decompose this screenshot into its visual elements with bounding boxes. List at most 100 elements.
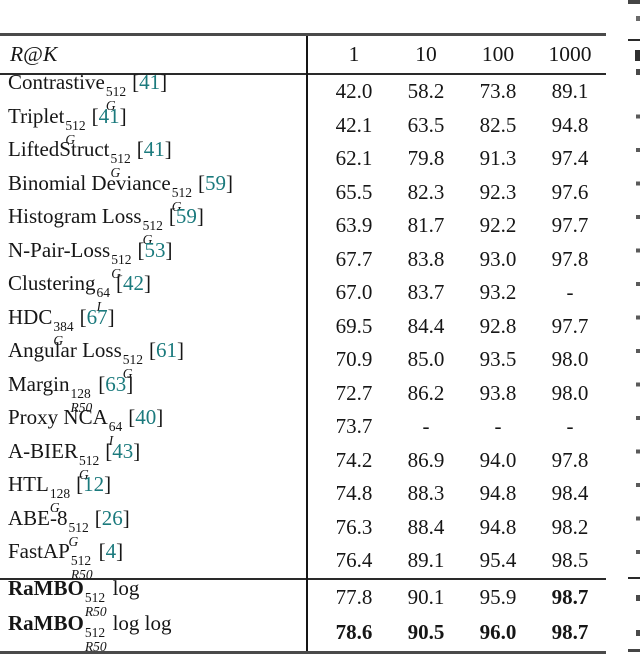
adjacent-table-rule-fragment [628, 39, 640, 41]
table-row: Binomial Deviance 512 G [59] 65.5 82.3 92.3… [0, 171, 606, 213]
citation-link[interactable]: [41] [92, 104, 127, 128]
citation-link[interactable]: [26] [95, 506, 130, 530]
citation-open-bracket: [ [168, 204, 176, 229]
citation-link[interactable]: [59] [169, 204, 204, 228]
table-row: HDC 384 G [67] 69.5 84.4 92.8 97.7 [0, 305, 606, 347]
recall-value-10: 85.0 [407, 347, 445, 372]
recall-value-100: 94.0 [479, 447, 517, 472]
adjacent-table-text-fragment [636, 595, 640, 601]
method-cell: LiftedStruct 512 G [41] [0, 137, 306, 180]
citation-close-bracket: ] [133, 438, 141, 463]
k-header-1000: 1000 [548, 42, 592, 66]
citation-number[interactable]: 43 [112, 438, 134, 463]
embedding-dim-superscript: 128 [49, 486, 71, 502]
citation-link[interactable]: [67] [80, 305, 115, 329]
table-bottom-rule [0, 650, 606, 654]
table-row: Triplet 512 G [41] 42.1 63.5 82.5 94.8 [0, 104, 606, 146]
citation-link[interactable]: [59] [198, 171, 233, 195]
method-name: LiftedStruct [8, 137, 110, 162]
recall-value-100: 93.8 [479, 380, 517, 405]
recall-value-1000: 94.8 [551, 112, 589, 137]
recall-value-10: 83.7 [407, 280, 445, 305]
recall-value-100: 93.5 [479, 347, 517, 372]
method-cell: Binomial Deviance 512 G [59] [0, 171, 306, 214]
citation-link[interactable]: [61] [149, 338, 184, 362]
embedding-dim-superscript: 128 [70, 385, 91, 401]
citation-number[interactable]: 59 [175, 204, 197, 229]
metric-at: @ [23, 42, 43, 66]
k-header-1: 1 [348, 42, 360, 66]
method-dim-arch: 512 G [143, 219, 163, 247]
method-name: Angular Loss [8, 338, 122, 363]
citation-close-bracket: ] [144, 271, 151, 296]
citation-open-bracket: [ [116, 271, 123, 296]
method-name: RaMBO [8, 611, 84, 636]
citation-link[interactable]: [41] [132, 70, 167, 94]
citation-link[interactable]: [43] [105, 439, 140, 463]
recall-value-1000: 98.4 [551, 481, 589, 506]
method-dim-arch: 512 G [69, 521, 89, 549]
citation-number[interactable]: 12 [83, 472, 105, 497]
backbone-subscript: G [142, 232, 153, 248]
citation-number[interactable]: 42 [123, 271, 144, 296]
citation-open-bracket: [ [137, 237, 145, 262]
citation-number[interactable]: 53 [144, 237, 166, 262]
method-name: A-BIER [8, 438, 78, 463]
citation-number[interactable]: 67 [86, 304, 108, 329]
citation-open-bracket: [ [197, 170, 205, 195]
citation-open-bracket: [ [76, 472, 84, 497]
citation-number[interactable]: 40 [135, 405, 157, 430]
method-dim-arch: 512 R50 [85, 626, 107, 654]
recall-value-1000: 97.7 [551, 313, 589, 338]
metric-r: R [10, 42, 24, 66]
recall-value-1000: 97.8 [551, 246, 589, 271]
adjacent-table-bottom-rule-fragment [628, 649, 640, 652]
recall-at-k-table: R@K 1 10 100 1000 Contrastive 512 G [41] 42… [0, 33, 606, 654]
backbone-subscript: G [65, 131, 76, 147]
citation-number[interactable]: 26 [101, 505, 123, 530]
recall-value-10: 88.3 [407, 481, 445, 506]
citation-number[interactable]: 4 [105, 539, 117, 564]
method-cell: Histogram Loss 512 G [59] [0, 204, 306, 247]
citation-link[interactable]: [63] [98, 372, 133, 396]
method-dim-arch: 512 G [123, 353, 143, 381]
recall-value-1: 62.1 [335, 146, 373, 171]
backbone-subscript: R50 [70, 567, 93, 583]
method-name: Contrastive [8, 70, 105, 95]
backbone-subscript: G [171, 198, 182, 214]
recall-value-10: 83.8 [407, 246, 445, 271]
citation-link[interactable]: [41] [137, 137, 172, 161]
recall-value-100: 95.4 [479, 548, 517, 573]
table-row: HTL 128 G [12] 74.8 88.3 94.8 98.4 [0, 472, 606, 514]
recall-value-1: 78.6 [335, 620, 373, 645]
adjacent-table-text-fragment [636, 630, 640, 636]
citation-link[interactable]: [53] [137, 238, 172, 262]
citation-number[interactable]: 63 [105, 371, 127, 396]
method-dim-arch: 512 R50 [71, 554, 93, 582]
citation-link[interactable]: [42] [116, 271, 151, 295]
citation-number[interactable]: 59 [204, 170, 226, 195]
recall-value-100: 94.8 [479, 481, 517, 506]
embedding-dim-superscript: 512 [70, 553, 92, 569]
embedding-dim-superscript: 512 [122, 352, 143, 368]
recall-value-1: 70.9 [335, 347, 373, 372]
backbone-subscript: G [105, 98, 116, 114]
recall-value-10: 58.2 [407, 79, 445, 104]
citation-number[interactable]: 41 [143, 137, 165, 162]
recall-value-10: 63.5 [407, 112, 445, 137]
citation-link[interactable]: [12] [76, 472, 111, 496]
method-suffix: log log [112, 611, 172, 636]
recall-value-1: 42.0 [335, 79, 373, 104]
embedding-dim-superscript: 512 [65, 117, 86, 133]
citation-link[interactable]: [40] [128, 405, 163, 429]
citation-close-bracket: ] [122, 505, 130, 530]
citation-number[interactable]: 61 [156, 338, 177, 363]
citation-open-bracket: [ [98, 539, 106, 564]
method-name: Histogram Loss [8, 204, 142, 229]
citation-number[interactable]: 41 [98, 103, 120, 128]
citation-link[interactable]: [4] [99, 539, 124, 563]
citation-number[interactable]: 41 [139, 70, 161, 95]
